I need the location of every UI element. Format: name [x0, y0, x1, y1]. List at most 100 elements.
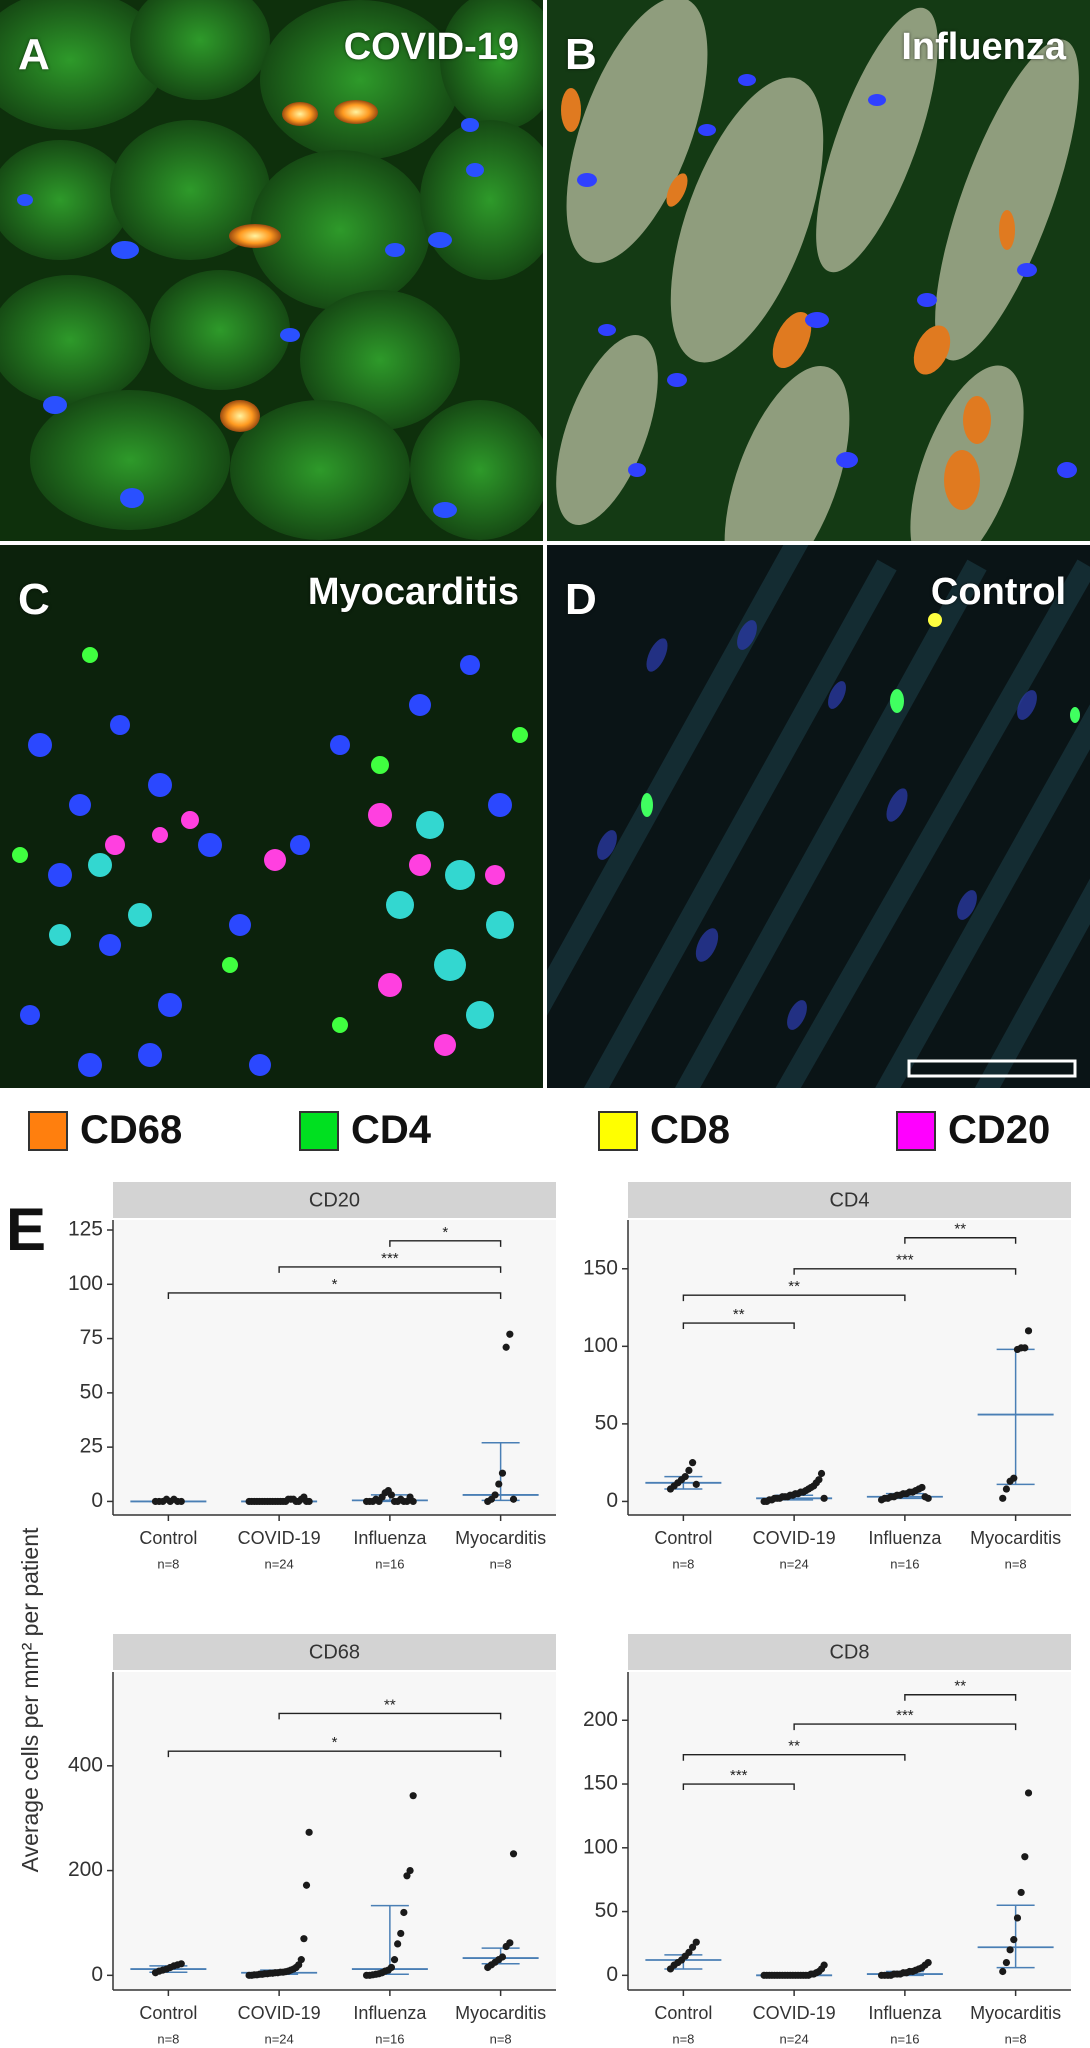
panel-letter: A [18, 30, 50, 79]
n-label: n=16 [375, 2031, 404, 2046]
x-tick-label: Myocarditis [455, 1528, 546, 1548]
n-label: n=8 [490, 1556, 512, 1571]
data-point [692, 1480, 700, 1488]
significance-label: ** [384, 1696, 396, 1713]
color-legend: CD68 CD4 CD8 CD20 [0, 1108, 1090, 1168]
x-tick-label: Control [139, 2003, 197, 2023]
data-point [495, 1480, 503, 1488]
panel-e-charts: CD20 0 25 50 75 100 125 Control n=8 COVID-19 n=24 I… [68, 1182, 1071, 2046]
n-label: n=24 [264, 1556, 293, 1571]
significance-bracket [167, 1292, 502, 1299]
y-tick-label: 400 [68, 1753, 103, 1776]
scale-bar [907, 1059, 1077, 1078]
significance-bracket [682, 1322, 795, 1330]
data-point [491, 1491, 499, 1499]
legend-label: CD8 [650, 1108, 731, 1152]
legend-swatch [28, 1110, 68, 1151]
plot-background [113, 1672, 556, 1990]
significance-bracket [904, 1237, 1017, 1244]
data-point [297, 1956, 305, 1964]
data-point [1013, 1914, 1022, 1922]
significance-label: ** [954, 1678, 966, 1695]
micrograph-influenza [547, 0, 1090, 541]
data-point [1021, 1344, 1029, 1352]
significance-bracket [167, 1750, 502, 1758]
significance-label: *** [896, 1707, 914, 1724]
x-tick-label: COVID-19 [238, 2003, 321, 2023]
n-label: n=16 [890, 2031, 919, 2046]
n-label: n=8 [490, 2031, 512, 2046]
facet-title: CD4 [829, 1189, 869, 1211]
facet-header [628, 1182, 1071, 1218]
panel-title: COVID-19 [343, 26, 519, 68]
data-point [681, 1473, 689, 1481]
data-point [506, 1939, 514, 1947]
data-point [1017, 1888, 1025, 1897]
facet-title: CD20 [309, 1189, 360, 1211]
significance-label: * [442, 1224, 448, 1241]
data-point [999, 1494, 1007, 1502]
significance-bracket [682, 1783, 795, 1791]
data-point [177, 1960, 185, 1968]
data-point [305, 1828, 313, 1836]
significance-bracket [278, 1712, 502, 1720]
n-label: n=24 [779, 2031, 808, 2046]
n-label: n=8 [157, 1556, 179, 1571]
plot-background [628, 1220, 1071, 1515]
y-tick-label: 0 [91, 1963, 103, 1986]
x-tick-label: Control [654, 2003, 712, 2023]
data-point [177, 1497, 185, 1506]
panel-title: Myocarditis [307, 571, 519, 613]
data-point [406, 1866, 414, 1875]
significance-bracket [793, 1268, 1017, 1275]
data-point [387, 1963, 396, 1972]
legend-swatch [299, 1110, 339, 1151]
data-point [509, 1495, 518, 1503]
y-tick-label: 50 [595, 1899, 618, 1922]
data-point [918, 1483, 926, 1492]
data-point [498, 1469, 507, 1477]
significance-label: * [332, 1734, 338, 1751]
data-point [409, 1792, 417, 1800]
n-label: n=8 [1005, 2031, 1027, 2046]
legend-swatch [896, 1110, 936, 1151]
x-tick-label: Influenza [868, 1528, 942, 1548]
x-tick-label: Influenza [868, 2003, 942, 2023]
significance-label: ** [788, 1738, 800, 1755]
y-axis-title: Average cells per mm² per patient [17, 1527, 43, 1872]
y-tick-label: 0 [606, 1489, 618, 1512]
data-point [1024, 1789, 1033, 1797]
significance-bracket [904, 1694, 1017, 1701]
data-point [409, 1497, 417, 1506]
significance-bracket [682, 1753, 906, 1761]
data-point [817, 1469, 826, 1478]
legend-item-cd4: CD4 [299, 1108, 431, 1153]
n-label: n=16 [890, 1556, 919, 1571]
micrograph-covid19 [0, 0, 543, 541]
n-label: n=16 [375, 1556, 404, 1571]
significance-label: *** [730, 1767, 748, 1784]
data-point [688, 1943, 697, 1951]
significance-bracket [278, 1266, 502, 1273]
panel-c-myocarditis: C Myocarditis [0, 545, 543, 1088]
data-point [509, 1850, 518, 1858]
legend-item-cd8: CD8 [598, 1108, 730, 1153]
y-tick-label: 100 [583, 1334, 618, 1357]
data-point [302, 1881, 311, 1889]
legend-item-cd20: CD20 [896, 1108, 1050, 1153]
data-point [999, 1967, 1007, 1976]
n-label: n=24 [779, 1556, 808, 1571]
x-tick-label: COVID-19 [753, 2003, 836, 2023]
data-point [403, 1872, 411, 1880]
data-point [506, 1330, 514, 1338]
data-point [815, 1476, 823, 1484]
significance-bracket [793, 1723, 1017, 1731]
y-tick-label: 50 [595, 1411, 618, 1434]
y-tick-label: 200 [68, 1858, 103, 1881]
y-tick-label: 0 [91, 1489, 103, 1512]
data-point [1010, 1474, 1018, 1482]
panel-letter: B [565, 30, 597, 79]
facet-title: CD68 [309, 1641, 360, 1663]
facet-header [113, 1182, 556, 1218]
x-tick-label: COVID-19 [753, 1528, 836, 1548]
